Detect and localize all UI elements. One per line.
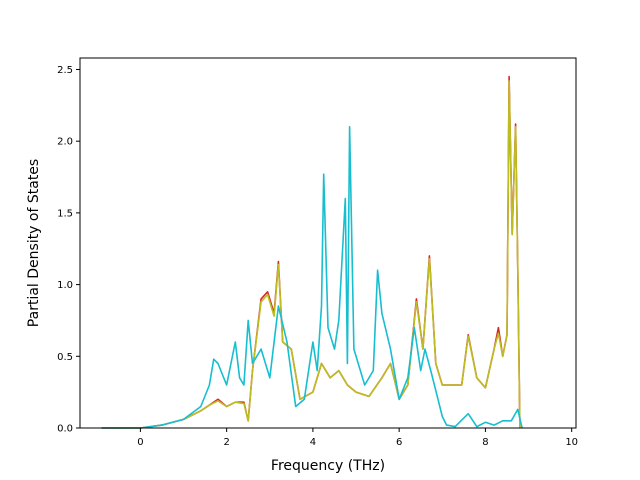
y-tick-label: 2.0 (57, 137, 73, 148)
x-tick-label: 8 (482, 437, 488, 448)
y-tick-label: 2.5 (57, 65, 73, 76)
series-layer (101, 75, 523, 429)
x-axis-ticks: 0 2 4 6 8 10 (137, 428, 578, 448)
y-axis-ticks: 0.0 0.5 1.0 1.5 2.0 2.5 (57, 65, 80, 435)
x-tick-label: 10 (565, 437, 578, 448)
x-tick-label: 2 (223, 437, 229, 448)
x-axis-label: Frequency (THz) (271, 458, 385, 474)
x-tick-label: 6 (396, 437, 402, 448)
y-tick-label: 0.5 (57, 352, 73, 363)
series-line-1 (101, 80, 521, 429)
x-tick-label: 4 (310, 437, 316, 448)
y-tick-label: 0.0 (57, 424, 73, 435)
y-axis-label: Partial Density of States (26, 159, 42, 327)
plot-area-frame (79, 57, 577, 429)
series-line-2 (101, 126, 523, 429)
y-tick-label: 1.0 (57, 280, 73, 291)
x-tick-label: 0 (137, 437, 143, 448)
y-tick-label: 1.5 (57, 208, 73, 219)
